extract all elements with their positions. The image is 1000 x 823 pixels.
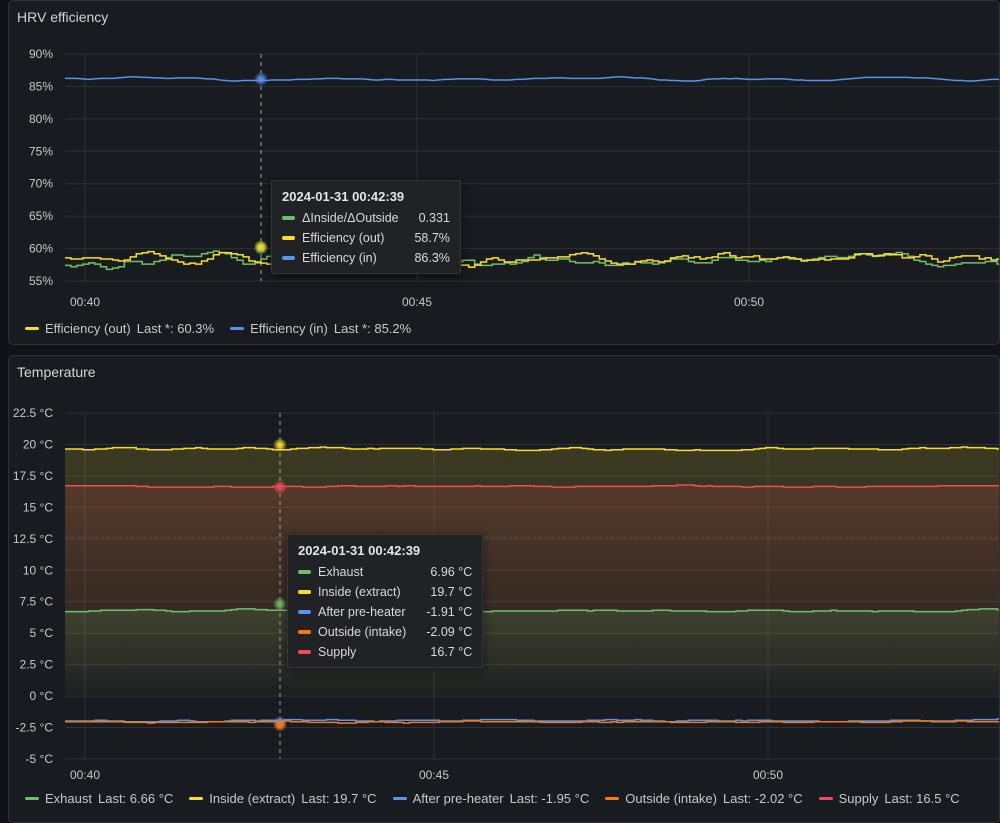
svg-text:7.5 °C: 7.5 °C — [20, 595, 54, 609]
svg-text:22.5 °C: 22.5 °C — [13, 406, 53, 420]
svg-text:00:50: 00:50 — [734, 295, 764, 309]
svg-text:60%: 60% — [29, 242, 53, 256]
svg-text:15 °C: 15 °C — [23, 500, 53, 514]
svg-text:80%: 80% — [29, 112, 53, 126]
svg-text:12.5 °C: 12.5 °C — [13, 532, 53, 546]
svg-text:90%: 90% — [29, 47, 53, 61]
svg-text:65%: 65% — [29, 209, 53, 223]
svg-text:10 °C: 10 °C — [23, 563, 53, 577]
svg-text:5 °C: 5 °C — [30, 626, 54, 640]
svg-text:00:40: 00:40 — [70, 768, 100, 782]
svg-text:00:50: 00:50 — [753, 768, 783, 782]
svg-text:70%: 70% — [29, 177, 53, 191]
svg-text:17.5 °C: 17.5 °C — [13, 469, 53, 483]
svg-text:00:45: 00:45 — [419, 768, 449, 782]
svg-text:-5 °C: -5 °C — [26, 752, 54, 766]
svg-text:55%: 55% — [29, 274, 53, 288]
svg-text:0 °C: 0 °C — [30, 689, 54, 703]
svg-text:85%: 85% — [29, 79, 53, 93]
svg-text:00:45: 00:45 — [402, 295, 432, 309]
svg-text:-2.5 °C: -2.5 °C — [16, 721, 54, 735]
svg-text:75%: 75% — [29, 144, 53, 158]
svg-text:2.5 °C: 2.5 °C — [20, 658, 54, 672]
svg-text:00:40: 00:40 — [70, 295, 100, 309]
svg-text:20 °C: 20 °C — [23, 437, 53, 451]
